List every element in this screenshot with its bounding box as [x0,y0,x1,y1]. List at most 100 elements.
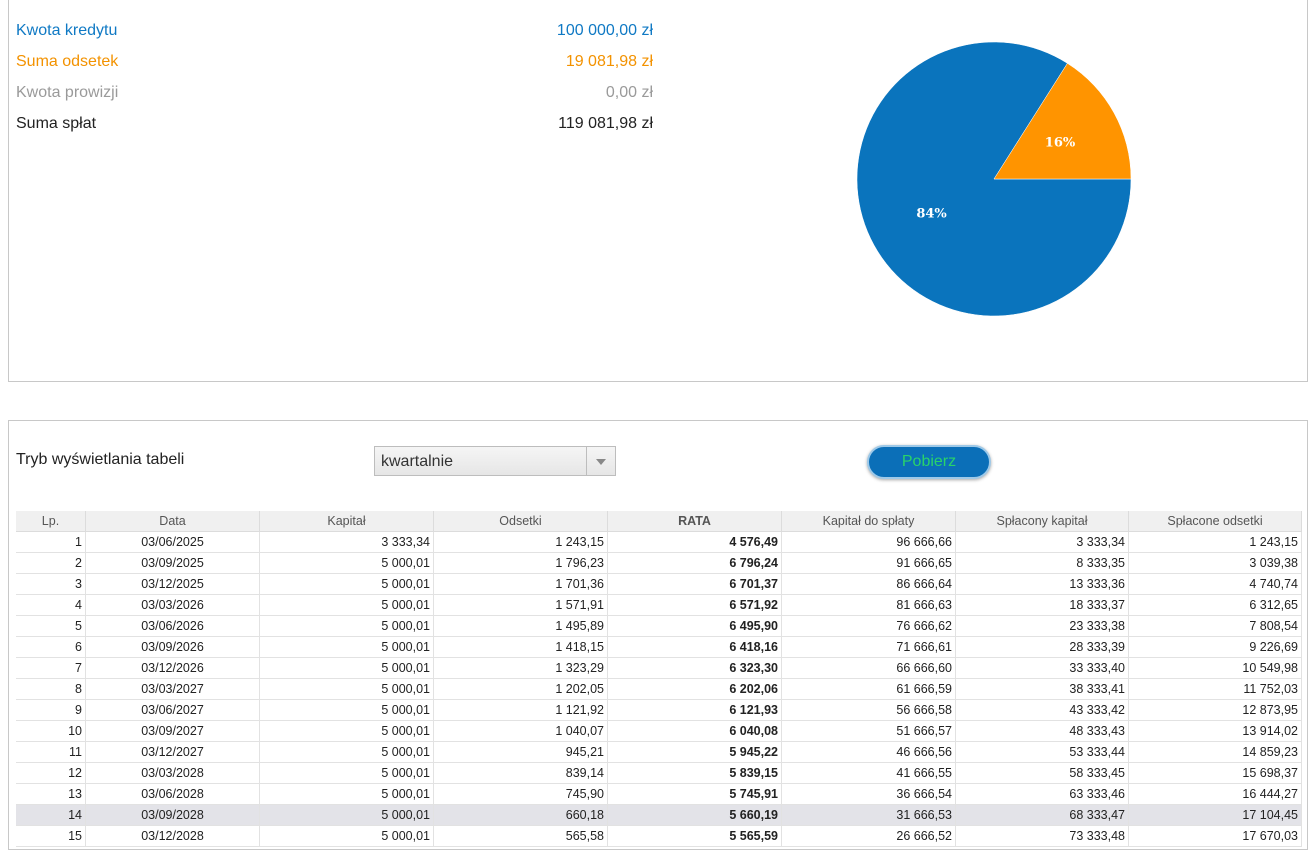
cell-repaid-principal: 23 333,38 [955,615,1129,637]
pie-slice-0 [856,41,1132,317]
cell-repaid-principal: 43 333,42 [955,699,1129,721]
interest-total-value: 19 081,98 zł [565,53,653,70]
cell-repaid-principal: 18 333,37 [955,594,1129,616]
cell-repaid-principal: 3 333,34 [955,531,1129,553]
cell-lp: 14 [16,804,86,826]
cell-repaid-interest: 10 549,98 [1128,657,1302,679]
table-header-row: Lp. Data Kapitał Odsetki RATA Kapitał do… [16,511,1302,532]
cell-interest: 1 121,92 [433,699,608,721]
cell-date: 03/09/2025 [85,552,260,574]
cell-installment: 5 945,22 [607,741,782,763]
cell-installment: 6 571,92 [607,594,782,616]
cell-principal: 5 000,01 [259,657,434,679]
cell-date: 03/03/2027 [85,678,260,700]
table-row: 7 03/12/2026 5 000,01 1 323,29 6 323,30 66 66… [16,657,1302,679]
cell-lp: 3 [16,573,86,595]
cell-interest: 660,18 [433,804,608,826]
cell-principal: 5 000,01 [259,720,434,742]
loan-amount-label: Kwota kredytu [16,22,118,39]
col-header-lp[interactable]: Lp. [16,511,86,532]
cell-installment: 6 495,90 [607,615,782,637]
cell-date: 03/03/2026 [85,594,260,616]
cell-interest: 1 418,15 [433,636,608,658]
table-row: 15 03/12/2028 5 000,01 565,58 5 565,59 26 666… [16,825,1302,847]
cell-principal: 3 333,34 [259,531,434,553]
cell-repaid-interest: 17 670,03 [1128,825,1302,847]
cell-installment: 6 418,16 [607,636,782,658]
cell-lp: 15 [16,825,86,847]
summary-row-interest-total: Suma odsetek 19 081,98 zł [16,51,653,73]
cell-lp: 5 [16,615,86,637]
cell-installment: 6 121,93 [607,699,782,721]
table-row: 11 03/12/2027 5 000,01 945,21 5 945,22 46 666… [16,741,1302,763]
cell-date: 03/12/2028 [85,825,260,847]
table-mode-value: kwartalnie [381,453,454,470]
cell-principal: 5 000,01 [259,741,434,763]
col-header-interest[interactable]: Odsetki [433,511,608,532]
cell-interest: 945,21 [433,741,608,763]
loan-amount-value: 100 000,00 zł [556,22,653,39]
dropdown-toggle[interactable] [586,447,615,475]
cell-remaining-principal: 56 666,58 [781,699,956,721]
download-button[interactable]: Pobierz [867,445,991,479]
cell-remaining-principal: 86 666,64 [781,573,956,595]
cell-installment: 6 202,06 [607,678,782,700]
interest-total-label: Suma odsetek [16,53,119,70]
cell-date: 03/06/2028 [85,783,260,805]
cell-repaid-interest: 3 039,38 [1128,552,1302,574]
cell-remaining-principal: 36 666,54 [781,783,956,805]
cell-repaid-principal: 13 333,36 [955,573,1129,595]
cell-remaining-principal: 71 666,61 [781,636,956,658]
cell-repaid-principal: 48 333,43 [955,720,1129,742]
cell-date: 03/09/2027 [85,720,260,742]
cell-interest: 1 243,15 [433,531,608,553]
table-row: 2 03/09/2025 5 000,01 1 796,23 6 796,24 91 66… [16,552,1302,574]
commission-value: 0,00 zł [605,84,653,101]
cell-date: 03/03/2028 [85,762,260,784]
cell-lp: 10 [16,720,86,742]
cell-principal: 5 000,01 [259,804,434,826]
cell-interest: 1 495,89 [433,615,608,637]
table-row: 8 03/03/2027 5 000,01 1 202,05 6 202,06 61 66… [16,678,1302,700]
cell-date: 03/06/2027 [85,699,260,721]
cell-remaining-principal: 76 666,62 [781,615,956,637]
cell-date: 03/09/2026 [85,636,260,658]
cell-remaining-principal: 26 666,52 [781,825,956,847]
col-header-repaid-principal[interactable]: Spłacony kapitał [955,511,1129,532]
table-row: 12 03/03/2028 5 000,01 839,14 5 839,15 41 666… [16,762,1302,784]
table-row: 9 03/06/2027 5 000,01 1 121,92 6 121,93 56 66… [16,699,1302,721]
cell-principal: 5 000,01 [259,552,434,574]
cell-lp: 12 [16,762,86,784]
cell-installment: 5 839,15 [607,762,782,784]
cell-interest: 1 571,91 [433,594,608,616]
cell-repaid-interest: 15 698,37 [1128,762,1302,784]
cell-installment: 6 323,30 [607,657,782,679]
col-header-date[interactable]: Data [85,511,260,532]
col-header-repaid-interest[interactable]: Spłacone odsetki [1128,511,1302,532]
cell-lp: 2 [16,552,86,574]
pie-slice-1 [993,62,1132,180]
cell-date: 03/06/2026 [85,615,260,637]
cell-repaid-principal: 73 333,48 [955,825,1129,847]
col-header-principal[interactable]: Kapitał [259,511,434,532]
cell-repaid-principal: 38 333,41 [955,678,1129,700]
summary-row-loan-amount: Kwota kredytu 100 000,00 zł [16,20,653,42]
col-header-installment[interactable]: RATA [607,511,782,532]
pie-label-1: 16% [1045,136,1076,151]
cell-repaid-interest: 1 243,15 [1128,531,1302,553]
col-header-remaining-principal[interactable]: Kapitał do spłaty [781,511,956,532]
table-row: 1 03/06/2025 3 333,34 1 243,15 4 576,49 96 66… [16,531,1302,553]
table-row: 13 03/06/2028 5 000,01 745,90 5 745,91 36 666… [16,783,1302,805]
cell-principal: 5 000,01 [259,825,434,847]
table-row: 4 03/03/2026 5 000,01 1 571,91 6 571,92 81 66… [16,594,1302,616]
cell-remaining-principal: 96 666,66 [781,531,956,553]
table-mode-select[interactable]: kwartalnie [374,446,616,476]
cell-interest: 1 323,29 [433,657,608,679]
cell-remaining-principal: 81 666,63 [781,594,956,616]
cell-installment: 6 701,37 [607,573,782,595]
cell-repaid-interest: 12 873,95 [1128,699,1302,721]
cell-principal: 5 000,01 [259,636,434,658]
cell-interest: 1 796,23 [433,552,608,574]
cell-lp: 7 [16,657,86,679]
cell-remaining-principal: 66 666,60 [781,657,956,679]
